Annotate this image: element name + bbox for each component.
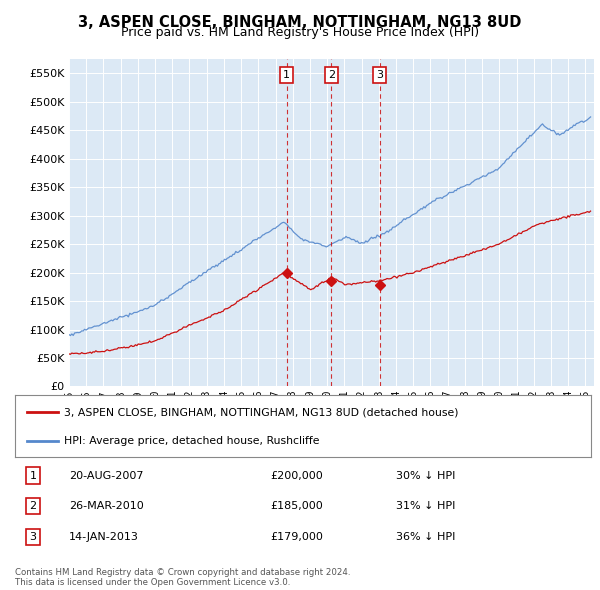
Text: 3: 3 (376, 70, 383, 80)
Text: 1: 1 (283, 70, 290, 80)
Text: 2: 2 (328, 70, 335, 80)
Text: £185,000: £185,000 (270, 502, 323, 511)
Text: 26-MAR-2010: 26-MAR-2010 (69, 502, 144, 511)
Text: 3, ASPEN CLOSE, BINGHAM, NOTTINGHAM, NG13 8UD: 3, ASPEN CLOSE, BINGHAM, NOTTINGHAM, NG1… (79, 15, 521, 30)
Text: £179,000: £179,000 (270, 532, 323, 542)
Text: 3: 3 (29, 532, 37, 542)
Text: 14-JAN-2013: 14-JAN-2013 (69, 532, 139, 542)
Text: HPI: Average price, detached house, Rushcliffe: HPI: Average price, detached house, Rush… (64, 435, 319, 445)
Text: 20-AUG-2007: 20-AUG-2007 (69, 471, 143, 480)
Text: £200,000: £200,000 (270, 471, 323, 480)
Text: Price paid vs. HM Land Registry's House Price Index (HPI): Price paid vs. HM Land Registry's House … (121, 26, 479, 39)
Text: Contains HM Land Registry data © Crown copyright and database right 2024.
This d: Contains HM Land Registry data © Crown c… (15, 568, 350, 587)
Text: 3, ASPEN CLOSE, BINGHAM, NOTTINGHAM, NG13 8UD (detached house): 3, ASPEN CLOSE, BINGHAM, NOTTINGHAM, NG1… (64, 407, 458, 417)
Text: 1: 1 (29, 471, 37, 480)
Text: 36% ↓ HPI: 36% ↓ HPI (396, 532, 455, 542)
Text: 2: 2 (29, 502, 37, 511)
Text: 31% ↓ HPI: 31% ↓ HPI (396, 502, 455, 511)
Text: 30% ↓ HPI: 30% ↓ HPI (396, 471, 455, 480)
